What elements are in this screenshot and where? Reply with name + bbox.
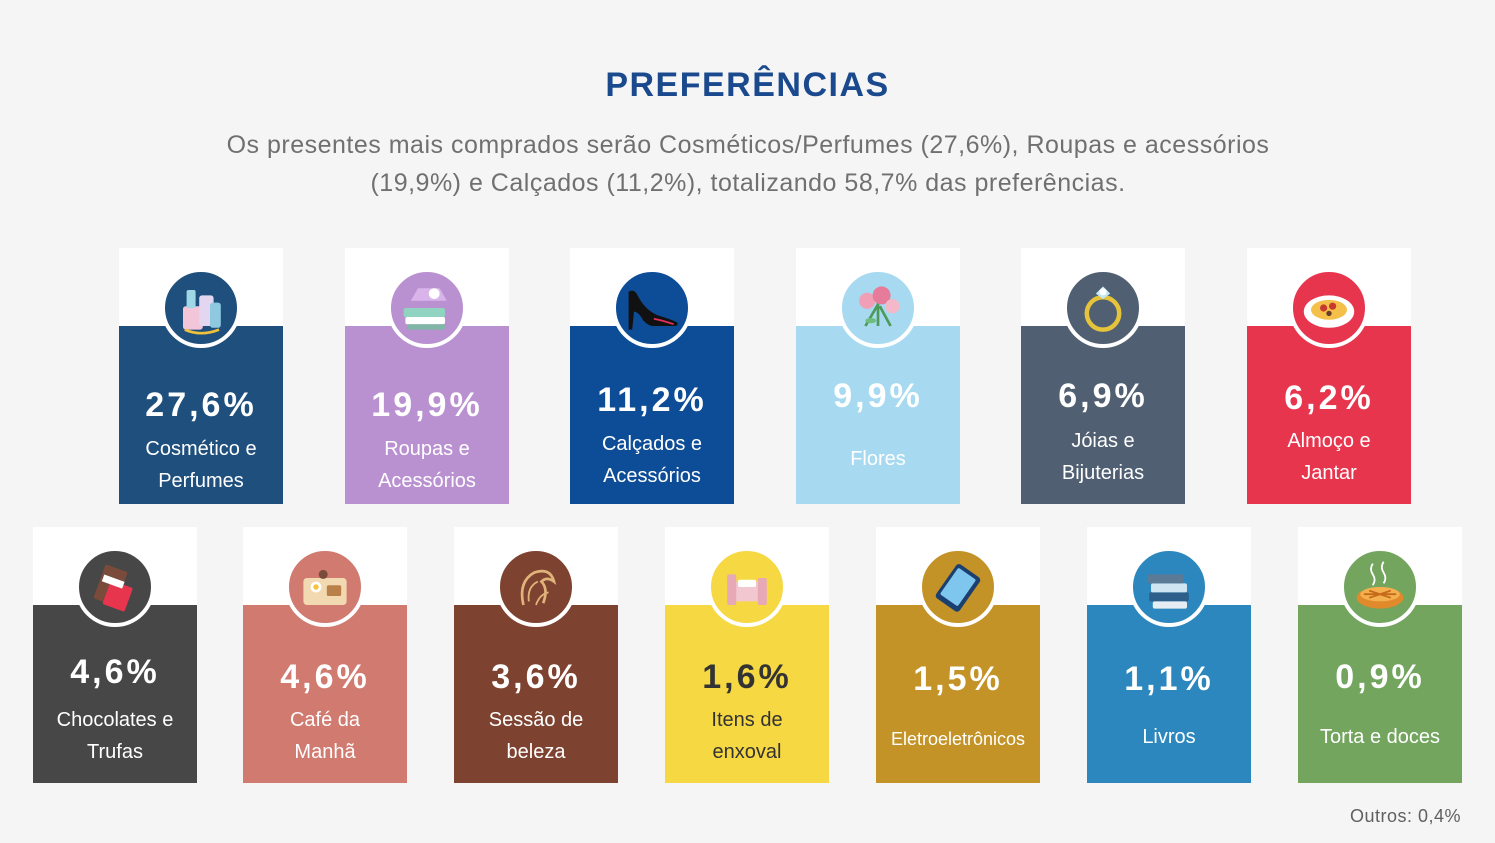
breakfast-icon — [285, 547, 365, 627]
cradle-icon — [707, 547, 787, 627]
pie-icon — [1340, 547, 1420, 627]
card-percentage: 1,1% — [1124, 660, 1214, 698]
card-label: Cosmético e Perfumes — [145, 438, 257, 492]
card-percentage: 1,5% — [913, 660, 1003, 698]
card-percentage: 6,9% — [1058, 377, 1148, 415]
card-label: Jóias e Bijuterias — [1061, 430, 1145, 484]
clothes-icon — [387, 268, 467, 348]
card-label: Calçados e Acessórios — [601, 433, 703, 487]
card-label: Chocolates e Trufas — [56, 709, 174, 763]
card-torta: 0,9% Torta e doces — [1298, 527, 1462, 783]
perfume-icon — [161, 268, 241, 348]
card-percentage: 3,6% — [491, 658, 581, 696]
page-title: PREFERÊNCIAS — [605, 66, 890, 104]
card-enxoval: 1,6% Itens de enxoval — [665, 527, 829, 783]
card-percentage: 11,2% — [597, 381, 707, 419]
tablet-icon — [918, 547, 998, 627]
card-percentage: 6,2% — [1284, 379, 1374, 417]
card-label: Sessão de beleza — [488, 709, 584, 763]
card-label: Flores — [850, 448, 906, 470]
card-label: Torta e doces — [1319, 726, 1441, 748]
card-joias: 6,9% Jóias e Bijuterias — [1021, 248, 1185, 504]
card-percentage: 4,6% — [70, 653, 160, 691]
ring-icon — [1063, 268, 1143, 348]
card-flores: 9,9% Flores — [796, 248, 960, 504]
high-heel-icon — [612, 268, 692, 348]
card-percentage: 27,6% — [145, 386, 257, 424]
card-cafe: 4,6% Café da Manhã — [243, 527, 407, 783]
card-label: Livros — [1142, 726, 1196, 748]
card-percentage: 1,6% — [702, 658, 792, 696]
card-label: Café da Manhã — [289, 709, 361, 763]
card-percentage: 19,9% — [371, 386, 483, 424]
card-label: Itens de enxoval — [711, 709, 783, 763]
books-icon — [1129, 547, 1209, 627]
card-percentage: 4,6% — [280, 658, 370, 696]
card-roupas: 19,9% Roupas e Acessórios — [345, 248, 509, 504]
card-beleza: 3,6% Sessão de beleza — [454, 527, 618, 783]
card-calcados: 11,2% Calçados e Acessórios — [570, 248, 734, 504]
beauty-session-icon — [496, 547, 576, 627]
card-livros: 1,1% Livros — [1087, 527, 1251, 783]
others-note: Outros: 0,4% — [1349, 806, 1461, 826]
card-percentage: 0,9% — [1335, 658, 1425, 696]
card-almoco: 6,2% Almoço e Jantar — [1247, 248, 1411, 504]
card-label: Eletroeletrônicos — [890, 729, 1026, 749]
card-label: Almoço e Jantar — [1287, 430, 1371, 484]
card-cosmeticos: 27,6% Cosmético e Perfumes — [119, 248, 283, 504]
page-subtitle: Os presentes mais comprados serão Cosmét… — [226, 131, 1270, 197]
card-chocolates: 4,6% Chocolates e Trufas — [33, 527, 197, 783]
dinner-plate-icon — [1289, 268, 1369, 348]
flowers-icon — [838, 268, 918, 348]
card-eletro: 1,5% Eletroeletrônicos — [876, 527, 1040, 783]
card-percentage: 9,9% — [833, 377, 923, 415]
chocolate-icon — [75, 547, 155, 627]
card-label: Roupas e Acessórios — [378, 438, 476, 492]
